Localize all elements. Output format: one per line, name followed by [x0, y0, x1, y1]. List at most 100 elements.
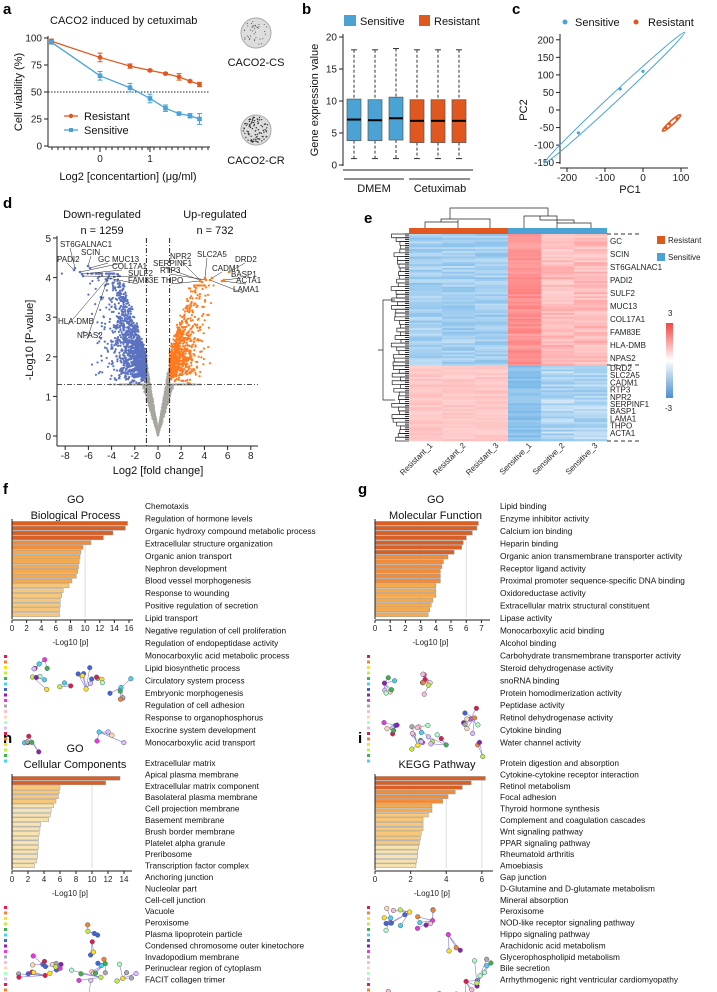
- colony-dot: [265, 127, 268, 129]
- point-down: [117, 330, 120, 334]
- point-ns: [147, 399, 150, 402]
- point-up: [189, 334, 192, 337]
- heatmap-cell: [409, 245, 443, 248]
- point-up: [174, 334, 177, 337]
- heatmap-cell: [442, 245, 476, 248]
- point-down: [112, 324, 115, 327]
- point-up: [186, 357, 190, 360]
- gene-label: SERPINF1: [153, 259, 193, 268]
- series-line-sensitive: [51, 41, 200, 120]
- colony-dot: [266, 26, 268, 28]
- panel-label-a: a: [3, 1, 12, 18]
- point-down: [123, 310, 127, 313]
- colony-dot: [262, 38, 264, 40]
- point-down: [130, 370, 133, 373]
- point-up: [195, 297, 198, 300]
- y-axis-label: Gene expression value: [309, 44, 321, 157]
- point-down: [110, 305, 113, 308]
- legend-label: Resistant: [84, 111, 130, 123]
- colony-dot: [244, 132, 246, 135]
- point-up: [179, 332, 182, 335]
- point-down: [113, 330, 117, 333]
- gene-label: SLC2A5: [197, 250, 227, 259]
- heatmap-cell: [409, 247, 443, 250]
- confidence-ellipse-sensitive: [543, 31, 686, 164]
- point-up: [171, 373, 175, 376]
- legend-marker: [562, 19, 568, 25]
- heatmap-cell: [475, 241, 509, 244]
- point-down: [134, 366, 137, 369]
- point-down: [106, 350, 110, 353]
- point-up: [182, 350, 186, 353]
- point-up: [186, 369, 189, 372]
- data-point: [187, 78, 193, 84]
- colony-dot: [256, 133, 259, 136]
- point-down: [123, 357, 126, 360]
- point-down: [124, 312, 127, 315]
- point-ns: [167, 388, 170, 391]
- point-down: [120, 349, 123, 352]
- point-down: [109, 298, 112, 302]
- point-up: [191, 290, 194, 293]
- point-down: [143, 372, 146, 376]
- heatmap-cell: [409, 243, 443, 246]
- point-down: [113, 303, 116, 306]
- point-down: [103, 328, 106, 331]
- point-down: [141, 353, 144, 356]
- point-down: [132, 370, 135, 373]
- point-ns: [164, 387, 167, 390]
- heatmap-cell: [508, 245, 542, 248]
- point-down: [115, 378, 118, 382]
- point-ns: [150, 404, 153, 407]
- point-down: [110, 300, 113, 304]
- point-down: [139, 360, 142, 363]
- point-down: [116, 360, 119, 363]
- data-point: [176, 74, 182, 80]
- colony-dot: [257, 122, 259, 125]
- image-label: CACO2-CR: [227, 155, 285, 167]
- y-tick-label: 200: [537, 35, 554, 46]
- point-up: [181, 330, 185, 333]
- point-down: [143, 367, 146, 370]
- point-down: [126, 343, 129, 346]
- point-up: [171, 365, 174, 368]
- point-up: [177, 335, 180, 338]
- data-point: [668, 122, 672, 126]
- colony-dot: [243, 127, 245, 129]
- point-down: [125, 302, 128, 305]
- point-up: [196, 294, 199, 297]
- point-down: [133, 340, 136, 343]
- point-up: [187, 336, 190, 339]
- point-up: [199, 370, 202, 374]
- point-up: [191, 297, 194, 300]
- point-up: [181, 326, 184, 329]
- point-up: [179, 314, 182, 317]
- point-up: [171, 346, 175, 349]
- gene-label: CADM1: [212, 264, 241, 273]
- heatmap-cell: [475, 235, 509, 239]
- point-down: [116, 358, 119, 361]
- point-down: [118, 351, 121, 354]
- point-down: [127, 348, 130, 352]
- point-up: [190, 295, 193, 298]
- point-ns: [160, 410, 163, 413]
- labeled-gene-point: [72, 268, 76, 272]
- point-up: [175, 332, 179, 335]
- y-axis-label: Cell viability (%): [13, 53, 25, 131]
- point-up: [192, 367, 195, 370]
- point-up: [194, 371, 197, 374]
- labeled-gene-point: [78, 270, 82, 274]
- colony-dot: [258, 132, 260, 134]
- point-down: [125, 332, 128, 335]
- point-ns: [148, 376, 151, 379]
- data-point: [97, 73, 103, 79]
- point-ns: [166, 396, 169, 399]
- point-up: [208, 362, 211, 365]
- point-down: [134, 333, 137, 336]
- point-up: [175, 348, 178, 352]
- gene-label: SCIN: [81, 248, 100, 257]
- point-up: [201, 323, 204, 326]
- point-up: [196, 284, 200, 287]
- point-up: [193, 349, 196, 352]
- point-up: [179, 328, 182, 331]
